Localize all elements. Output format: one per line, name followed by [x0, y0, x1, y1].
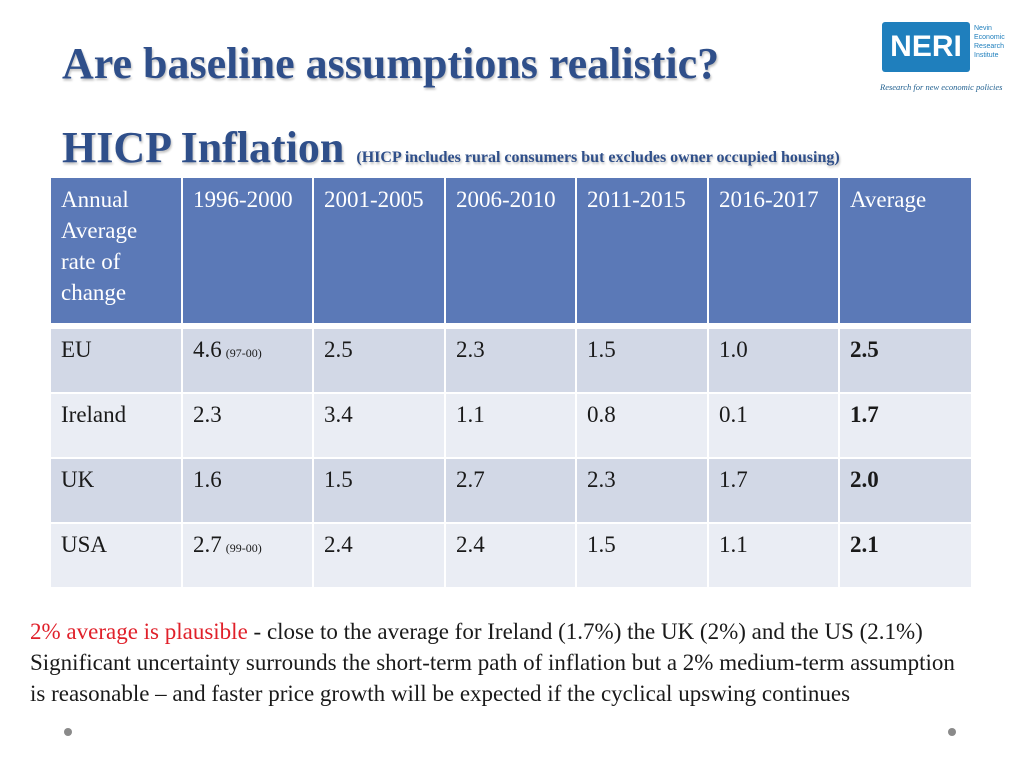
cell-period-note: (97-00) [225, 346, 262, 360]
table-cell: 1.7 [709, 459, 840, 524]
inflation-table: Annual Average rate of change 1996-2000 … [51, 178, 973, 589]
logo-name-line: Research [974, 43, 1004, 50]
header-cell-2006-2010: 2006-2010 [446, 178, 577, 325]
table-cell: 1.1 [709, 524, 840, 589]
header-cell-label: Annual Average rate of change [51, 178, 183, 325]
slide-dot [64, 728, 72, 736]
cell-value: 2.7 [193, 532, 222, 557]
logo-tagline: Research for new economic policies [880, 82, 1003, 92]
table-cell: 2.3 [577, 459, 709, 524]
average-cell: 2.0 [840, 459, 973, 524]
table-header-row: Annual Average rate of change 1996-2000 … [51, 178, 973, 325]
row-label: EU [51, 325, 183, 394]
highlight-text: 2% average is plausible [30, 619, 248, 644]
table-cell: 3.4 [314, 394, 446, 459]
commentary-line-1: - close to the average for Ireland (1.7%… [247, 619, 923, 644]
neri-logo: NERI Nevin Economic Research Institute R… [880, 20, 1016, 96]
table-cell: 2.3 [183, 394, 314, 459]
section-heading: HICP Inflation (HICP includes rural cons… [62, 122, 840, 173]
table-row: UK 1.6 1.5 2.7 2.3 1.7 2.0 [51, 459, 973, 524]
row-label: UK [51, 459, 183, 524]
logo-acronym: NERI [882, 22, 970, 72]
slide-dot [948, 728, 956, 736]
commentary-line-2: Significant uncertainty surrounds the sh… [30, 650, 955, 706]
logo-name-line: Economic [974, 34, 1005, 41]
table-cell: 2.7 [446, 459, 577, 524]
table-row: USA 2.7 (99-00) 2.4 2.4 1.5 1.1 2.1 [51, 524, 973, 589]
table-cell: 1.6 [183, 459, 314, 524]
table-cell: 0.1 [709, 394, 840, 459]
cell-period-note: (99-00) [225, 541, 262, 555]
table-row: Ireland 2.3 3.4 1.1 0.8 0.1 1.7 [51, 394, 973, 459]
table-cell: 1.5 [314, 459, 446, 524]
header-cell-1996-2000: 1996-2000 [183, 178, 314, 325]
table-cell: 1.0 [709, 325, 840, 394]
page-title: Are baseline assumptions realistic? [62, 39, 720, 88]
table-cell: 2.3 [446, 325, 577, 394]
table-cell: 1.5 [577, 325, 709, 394]
header-cell-2001-2005: 2001-2005 [314, 178, 446, 325]
section-heading-main: HICP Inflation [62, 123, 345, 172]
table-cell: 1.5 [577, 524, 709, 589]
table-cell: 1.1 [446, 394, 577, 459]
row-label: Ireland [51, 394, 183, 459]
table-cell: 2.5 [314, 325, 446, 394]
logo-name-line: Nevin [974, 25, 992, 32]
table-row: EU 4.6 (97-00) 2.5 2.3 1.5 1.0 2.5 [51, 325, 973, 394]
table-cell: 2.4 [314, 524, 446, 589]
header-cell-average: Average [840, 178, 973, 325]
table-cell: 0.8 [577, 394, 709, 459]
table-cell: 2.4 [446, 524, 577, 589]
table-cell: 4.6 (97-00) [183, 325, 314, 394]
header-cell-2011-2015: 2011-2015 [577, 178, 709, 325]
logo-name-line: Institute [974, 52, 999, 59]
table-cell: 2.7 (99-00) [183, 524, 314, 589]
row-label: USA [51, 524, 183, 589]
header-cell-2016-2017: 2016-2017 [709, 178, 840, 325]
average-cell: 2.1 [840, 524, 973, 589]
logo-institute-name: Nevin Economic Research Institute [974, 24, 1018, 60]
average-cell: 2.5 [840, 325, 973, 394]
cell-value: 4.6 [193, 337, 222, 362]
average-cell: 1.7 [840, 394, 973, 459]
commentary-text: 2% average is plausible - close to the a… [30, 616, 960, 709]
section-heading-note: (HICP includes rural consumers but exclu… [356, 149, 840, 166]
